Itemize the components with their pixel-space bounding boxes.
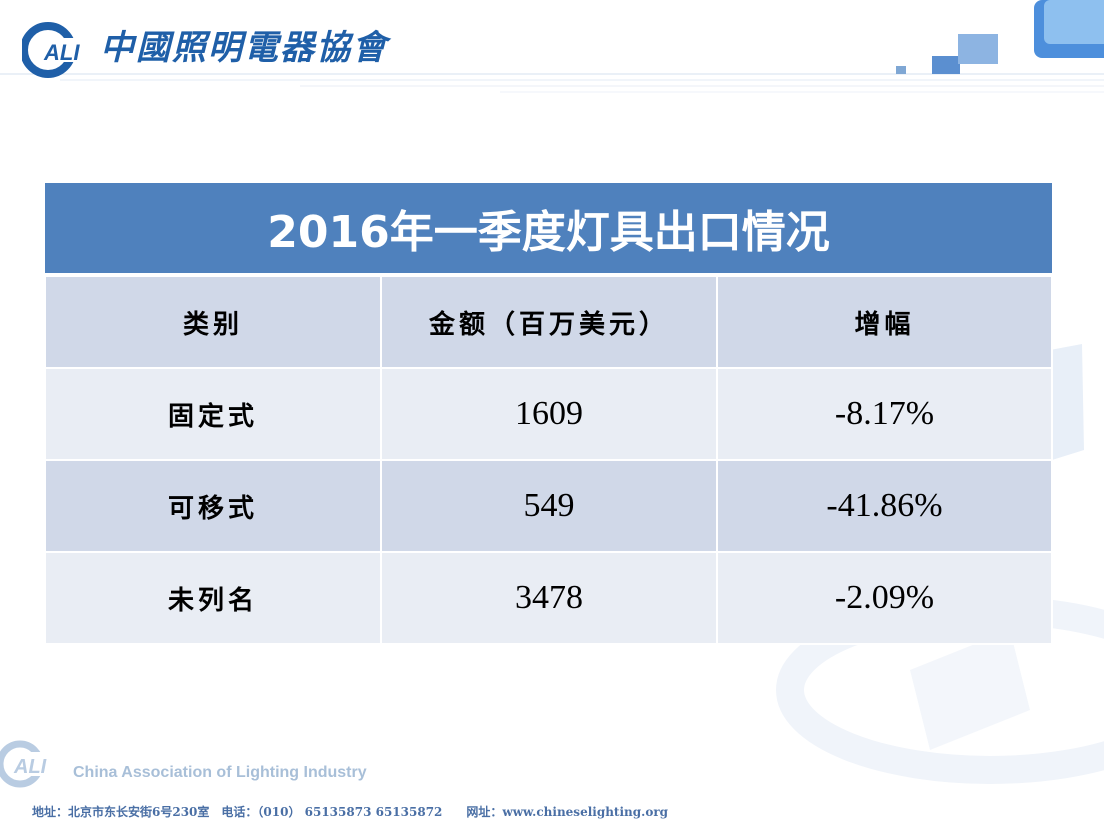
svg-text:ALI: ALI: [43, 40, 80, 65]
category-cell: 可移式: [44, 460, 382, 553]
table-row: 未列名 3478 -2.09%: [44, 552, 1054, 645]
growth-cell: -41.86%: [715, 460, 1054, 553]
table-row: 固定式 1609 -8.17%: [44, 368, 1054, 461]
export-table: 2016年一季度灯具出口情况 类别 金额（百万美元） 增幅 固定式 1609 -…: [44, 183, 1054, 645]
table-title: 2016年一季度灯具出口情况: [45, 183, 1053, 277]
organization-name: 中國照明電器協會: [100, 28, 388, 68]
column-header-category: 类别: [44, 275, 382, 369]
amount-cell: 549: [380, 460, 718, 553]
category-cell: 未列名: [44, 552, 382, 645]
footer-contact-info: 地址：北京市东长安街6号230室 电话：（010） 65135873 65135…: [32, 805, 669, 819]
table-header-row: 类别 金额（百万美元） 增幅: [44, 275, 1054, 369]
table-title-row: 2016年一季度灯具出口情况: [45, 183, 1053, 277]
footer-english-name: China Association of Lighting Industry: [73, 764, 367, 781]
growth-cell: -2.09%: [715, 552, 1054, 645]
cali-logo-icon: ALI: [22, 22, 86, 78]
column-header-growth: 增幅: [715, 275, 1054, 369]
amount-cell: 3478: [380, 552, 718, 645]
table-row: 可移式 549 -41.86%: [44, 460, 1054, 553]
column-header-amount: 金额（百万美元）: [380, 275, 718, 369]
amount-cell: 1609: [380, 368, 718, 461]
svg-text:ALI: ALI: [13, 756, 47, 778]
slide-header: ALI 中國照明電器協會: [0, 0, 1104, 100]
header-decoration: [0, 0, 1104, 93]
category-cell: 固定式: [44, 368, 382, 461]
footer-logo-icon: ALI: [0, 740, 64, 788]
growth-cell: -8.17%: [715, 368, 1054, 461]
